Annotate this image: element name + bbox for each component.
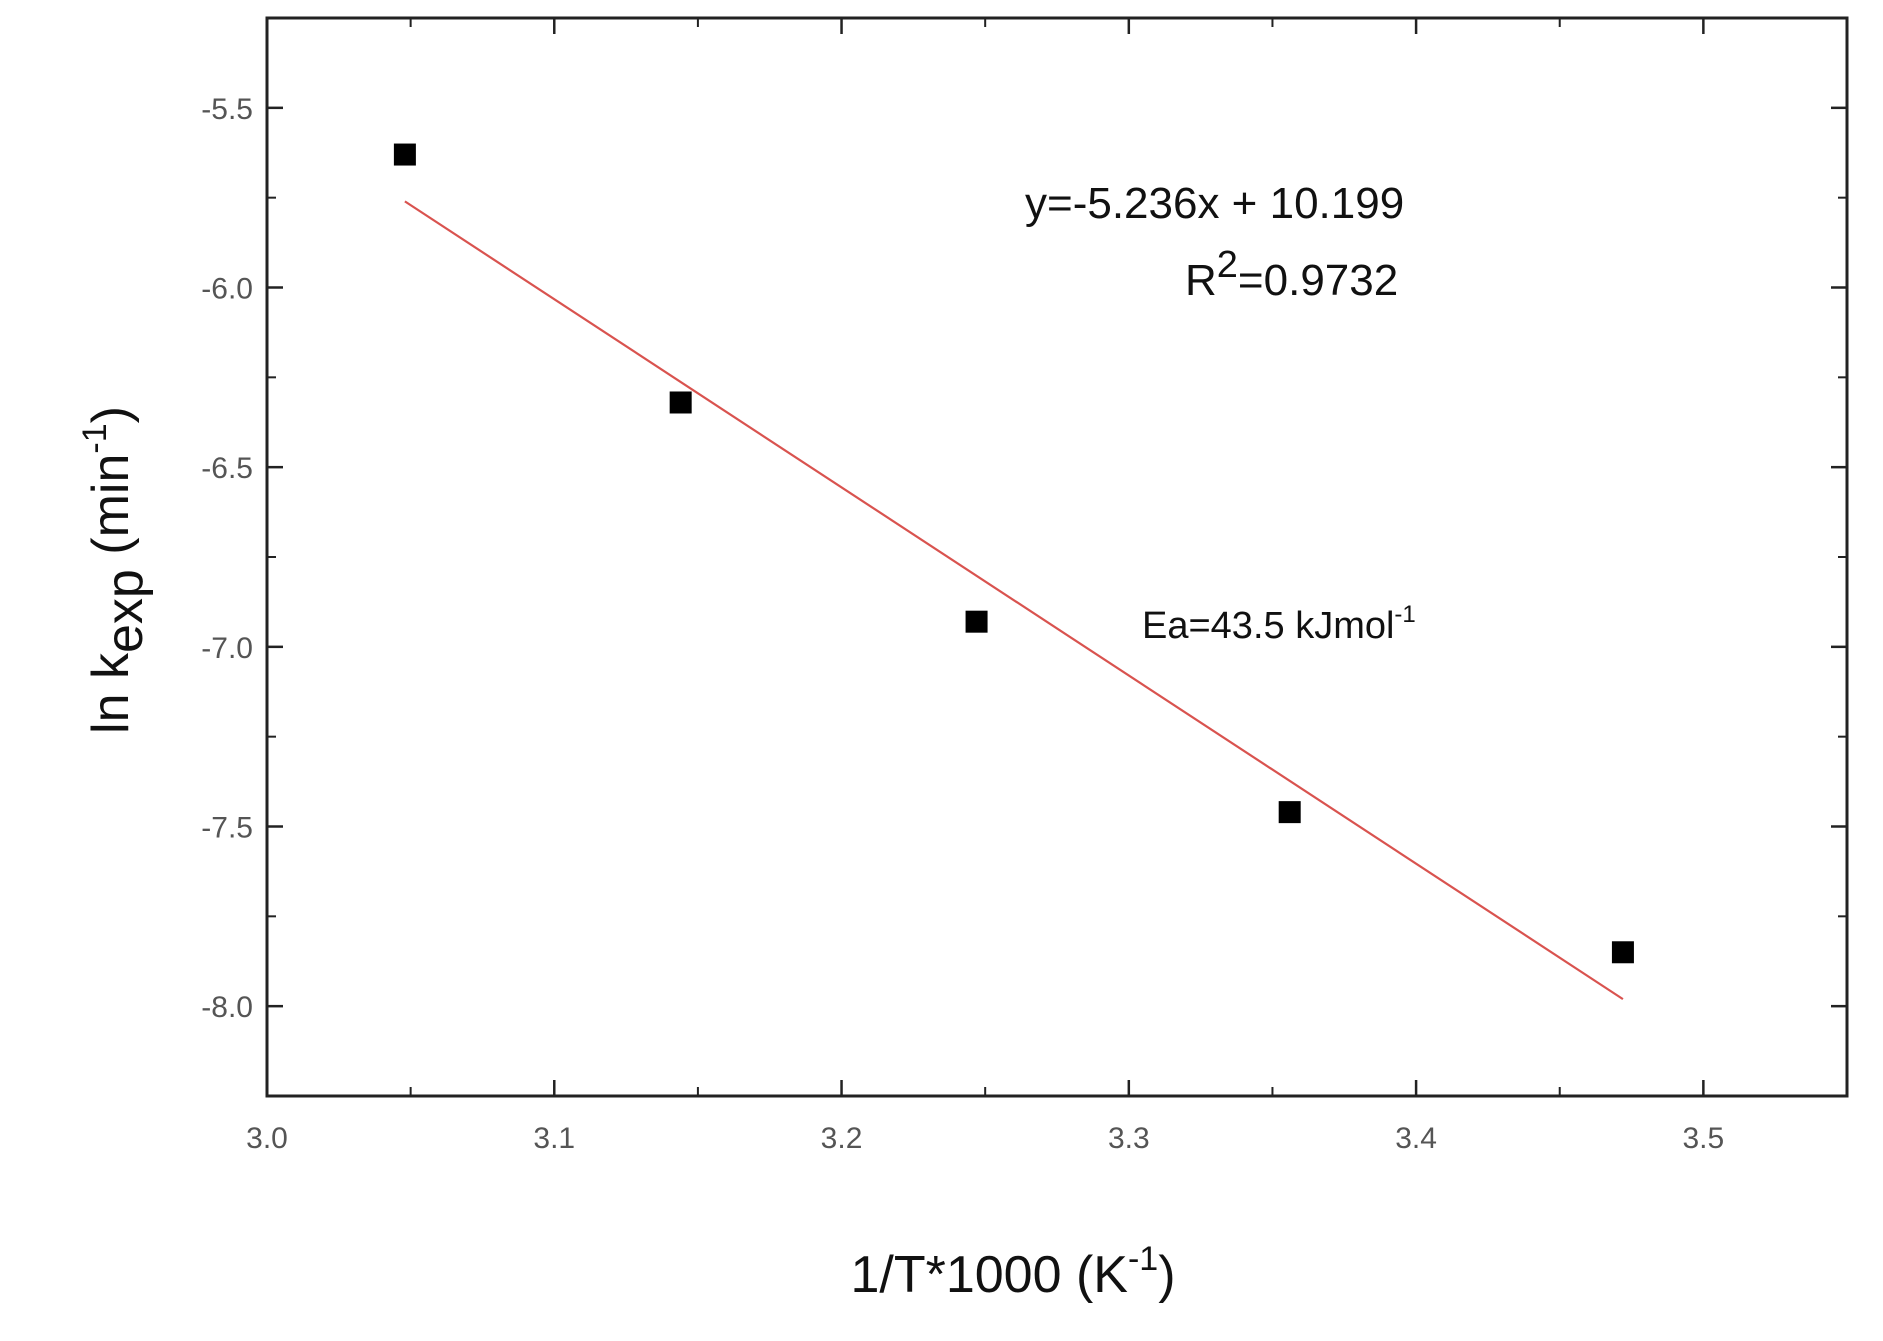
y-tick-label: -6.0 — [201, 273, 253, 306]
y-axis-title-base: ln k — [82, 652, 140, 734]
x-tick-label: 3.3 — [1108, 1122, 1150, 1155]
activation-energy-annotation: Ea=43.5 kJmol-1 — [1142, 601, 1416, 647]
y-axis-title-tail: ) — [82, 406, 140, 423]
x-axis-title-sup: -1 — [1128, 1240, 1158, 1278]
r-squared-value: =0.9732 — [1238, 256, 1398, 305]
y-axis-ticks: -5.5 -6.0 -6.5 -7.0 -7.5 -8.0 — [201, 17, 1847, 1097]
data-point — [1611, 941, 1634, 964]
x-tick-label: 3.0 — [246, 1122, 288, 1155]
y-tick-label: -6.5 — [201, 452, 253, 485]
data-point — [1278, 801, 1301, 824]
y-tick-label: -5.5 — [201, 93, 253, 126]
y-axis-title-sub: exp — [96, 569, 154, 653]
r-squared-base: R — [1185, 256, 1217, 305]
y-axis-title: ln kexp (min-1) — [76, 406, 154, 734]
y-tick-label: -7.0 — [201, 632, 253, 665]
x-tick-label: 3.1 — [533, 1122, 575, 1155]
x-tick-label: 3.4 — [1395, 1122, 1437, 1155]
x-axis-ticks: 3.0 3.1 3.2 3.3 3.4 3.5 — [246, 18, 1724, 1155]
r-squared-sup: 2 — [1217, 244, 1238, 286]
y-axis-title-sup: -1 — [76, 423, 114, 453]
data-point — [669, 391, 692, 414]
r-squared-annotation: R2=0.9732 — [1185, 244, 1398, 305]
activation-energy-base: Ea=43.5 kJmol — [1142, 605, 1394, 647]
activation-energy-sup: -1 — [1394, 601, 1415, 628]
data-point — [965, 610, 988, 633]
x-axis-title: 1/T*1000 (K-1) — [850, 1240, 1175, 1304]
data-point — [393, 143, 416, 166]
x-axis-title-tail: ) — [1158, 1246, 1175, 1304]
fit-line — [404, 200, 1624, 1001]
data-points — [393, 143, 1634, 964]
y-tick-label: -8.0 — [201, 991, 253, 1024]
y-axis-title-mid: (min — [82, 454, 140, 570]
equation-annotation: y=-5.236x + 10.199 — [1025, 179, 1404, 228]
y-tick-label: -7.5 — [201, 812, 253, 845]
x-axis-title-base: 1/T*1000 (K — [850, 1246, 1128, 1304]
x-tick-label: 3.5 — [1683, 1122, 1725, 1155]
x-tick-label: 3.2 — [821, 1122, 863, 1155]
